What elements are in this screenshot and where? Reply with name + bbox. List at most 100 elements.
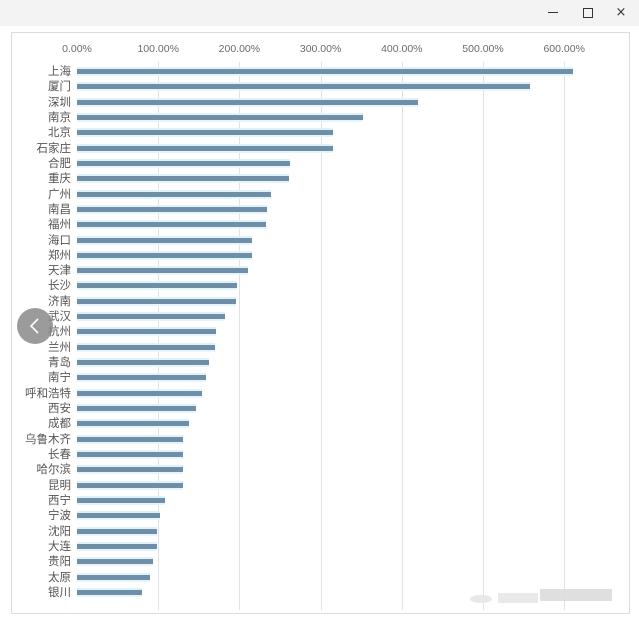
bar — [77, 206, 267, 212]
category-label: 杭州 — [48, 324, 71, 339]
category-label: 北京 — [48, 125, 71, 140]
category-label: 西安 — [48, 401, 71, 416]
bar-row: 昆明 — [0, 478, 639, 493]
minimize-button[interactable] — [538, 3, 568, 23]
bar-row: 西宁 — [0, 493, 639, 508]
bar-row: 哈尔滨 — [0, 462, 639, 477]
bar-row: 北京 — [0, 125, 639, 140]
bar — [77, 252, 252, 258]
x-tick-label: 0.00% — [62, 43, 92, 55]
bar — [77, 237, 253, 243]
bar — [77, 145, 333, 151]
category-label: 长沙 — [48, 278, 71, 293]
bar — [77, 390, 203, 396]
bar — [77, 375, 207, 381]
x-tick-label: 200.00% — [218, 43, 261, 55]
bar — [77, 528, 157, 534]
category-label: 呼和浩特 — [25, 385, 71, 400]
maximize-button[interactable] — [573, 3, 603, 23]
category-label: 昆明 — [48, 477, 71, 492]
category-label: 贵阳 — [48, 554, 71, 569]
category-label: 银川 — [48, 584, 71, 599]
bar — [77, 436, 184, 442]
bar-row: 银川 — [0, 585, 639, 600]
bar-row: 杭州 — [0, 324, 639, 339]
bar — [77, 497, 165, 503]
bar — [77, 268, 248, 274]
bar-row: 成都 — [0, 416, 639, 431]
close-icon: × — [615, 5, 627, 20]
category-label: 乌鲁木齐 — [25, 431, 71, 446]
bar — [77, 513, 160, 519]
bar-row: 福州 — [0, 217, 639, 232]
category-label: 成都 — [48, 416, 71, 431]
bar-row: 重庆 — [0, 171, 639, 186]
category-label: 福州 — [48, 217, 71, 232]
category-label: 重庆 — [48, 171, 71, 186]
bar — [77, 114, 363, 120]
gridline — [483, 62, 484, 610]
category-label: 南京 — [48, 109, 71, 124]
window-titlebar: × — [0, 0, 639, 26]
bar — [77, 482, 183, 488]
category-label: 南宁 — [48, 370, 71, 385]
category-label: 郑州 — [48, 247, 71, 262]
category-label: 上海 — [48, 64, 71, 78]
bar — [77, 191, 272, 197]
bar — [77, 360, 210, 366]
category-label: 大连 — [48, 538, 71, 553]
category-label: 石家庄 — [36, 140, 72, 155]
category-label: 深圳 — [48, 94, 71, 109]
gridline — [564, 62, 565, 610]
bar-row: 南昌 — [0, 202, 639, 217]
bar — [77, 176, 289, 182]
bar — [77, 222, 267, 228]
category-label: 青岛 — [48, 355, 71, 370]
bar-row: 长沙 — [0, 278, 639, 293]
bar — [77, 99, 419, 105]
bar — [77, 283, 237, 289]
category-label: 长春 — [48, 447, 71, 461]
x-tick-label: 400.00% — [381, 43, 423, 55]
bar — [77, 84, 531, 90]
bar — [77, 543, 157, 549]
category-label: 南昌 — [48, 201, 71, 216]
bar-row: 天津 — [0, 263, 639, 278]
gridline — [158, 62, 159, 610]
x-tick-label: 600.00% — [543, 43, 585, 55]
bar-row: 太原 — [0, 570, 639, 585]
category-label: 济南 — [48, 293, 71, 308]
bar — [77, 452, 184, 457]
previous-image-button[interactable] — [17, 308, 53, 344]
category-label: 哈尔滨 — [36, 462, 72, 477]
category-label: 广州 — [48, 186, 71, 201]
gridline — [402, 62, 403, 610]
minimize-icon — [548, 12, 558, 13]
category-label: 西宁 — [48, 492, 71, 507]
bar — [77, 314, 225, 320]
bar-row: 长春 — [0, 447, 639, 462]
category-label: 沈阳 — [48, 523, 71, 538]
bar — [77, 329, 216, 335]
bar-row: 广州 — [0, 187, 639, 202]
bar-row: 宁波 — [0, 508, 639, 523]
bar — [77, 559, 154, 565]
bar-row: 合肥 — [0, 156, 639, 171]
x-tick-label: 300.00% — [299, 43, 342, 55]
bar-row: 上海 — [0, 64, 639, 79]
x-tick-label: 100.00% — [137, 43, 179, 55]
bar — [77, 160, 290, 166]
bar-row: 青岛 — [0, 355, 639, 370]
bar-row: 武汉 — [0, 309, 639, 324]
close-button[interactable]: × — [606, 3, 636, 23]
bar-row: 厦门 — [0, 79, 639, 94]
maximize-icon — [583, 7, 593, 18]
category-label: 兰州 — [48, 339, 71, 354]
bar — [77, 406, 197, 412]
category-label: 太原 — [48, 569, 71, 584]
bar-row: 郑州 — [0, 248, 639, 263]
bar — [77, 467, 183, 473]
bar-row: 贵阳 — [0, 554, 639, 569]
bar — [77, 589, 142, 595]
bar-row: 大连 — [0, 539, 639, 554]
